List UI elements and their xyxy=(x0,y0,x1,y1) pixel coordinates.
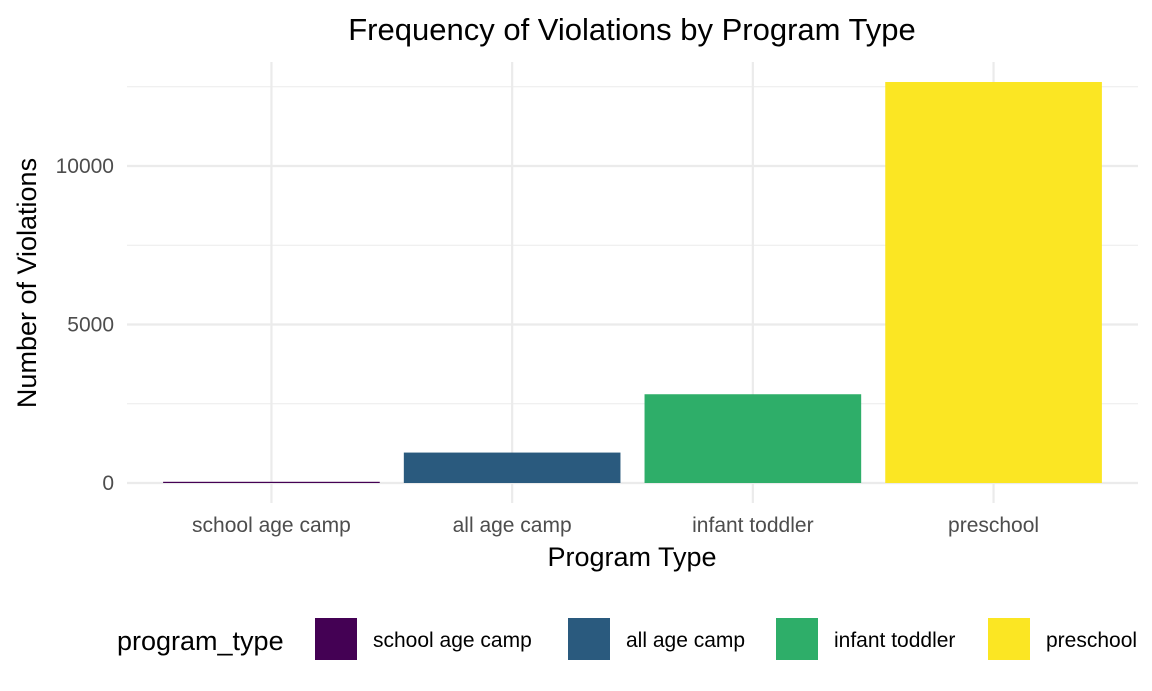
legend-key xyxy=(568,618,610,660)
bars xyxy=(163,81,1102,484)
y-tick-label: 5000 xyxy=(67,314,114,337)
y-tick-label: 10000 xyxy=(56,155,114,178)
x-tick-label: school age camp xyxy=(192,514,351,537)
bar-preschool xyxy=(885,81,1102,484)
legend-key xyxy=(988,618,1030,660)
legend-label: school age camp xyxy=(373,629,532,652)
legend-key xyxy=(776,618,818,660)
x-tick-label: preschool xyxy=(948,514,1039,537)
y-axis-ticks: 0 5000 10000 xyxy=(56,155,114,495)
legend-label: preschool xyxy=(1046,629,1137,652)
bar-infant-toddler xyxy=(644,394,862,483)
x-tick-label: all age camp xyxy=(453,514,572,537)
bar-school-age-camp xyxy=(163,481,380,483)
x-tick-label: infant toddler xyxy=(692,514,813,537)
y-tick-label: 0 xyxy=(102,472,114,495)
legend: program_type school age camp all age camp… xyxy=(117,618,1137,660)
x-axis-ticks: school age camp all age camp infant toddle… xyxy=(192,514,1039,537)
chart-title: Frequency of Violations by Program Type xyxy=(348,12,916,47)
legend-label: infant toddler xyxy=(834,629,955,652)
legend-key xyxy=(315,618,357,660)
legend-label: all age camp xyxy=(626,629,745,652)
legend-title: program_type xyxy=(117,626,284,656)
x-axis-title: Program Type xyxy=(547,542,716,572)
bar-all-age-camp xyxy=(403,452,621,483)
y-axis-title: Number of Violations xyxy=(12,158,42,408)
